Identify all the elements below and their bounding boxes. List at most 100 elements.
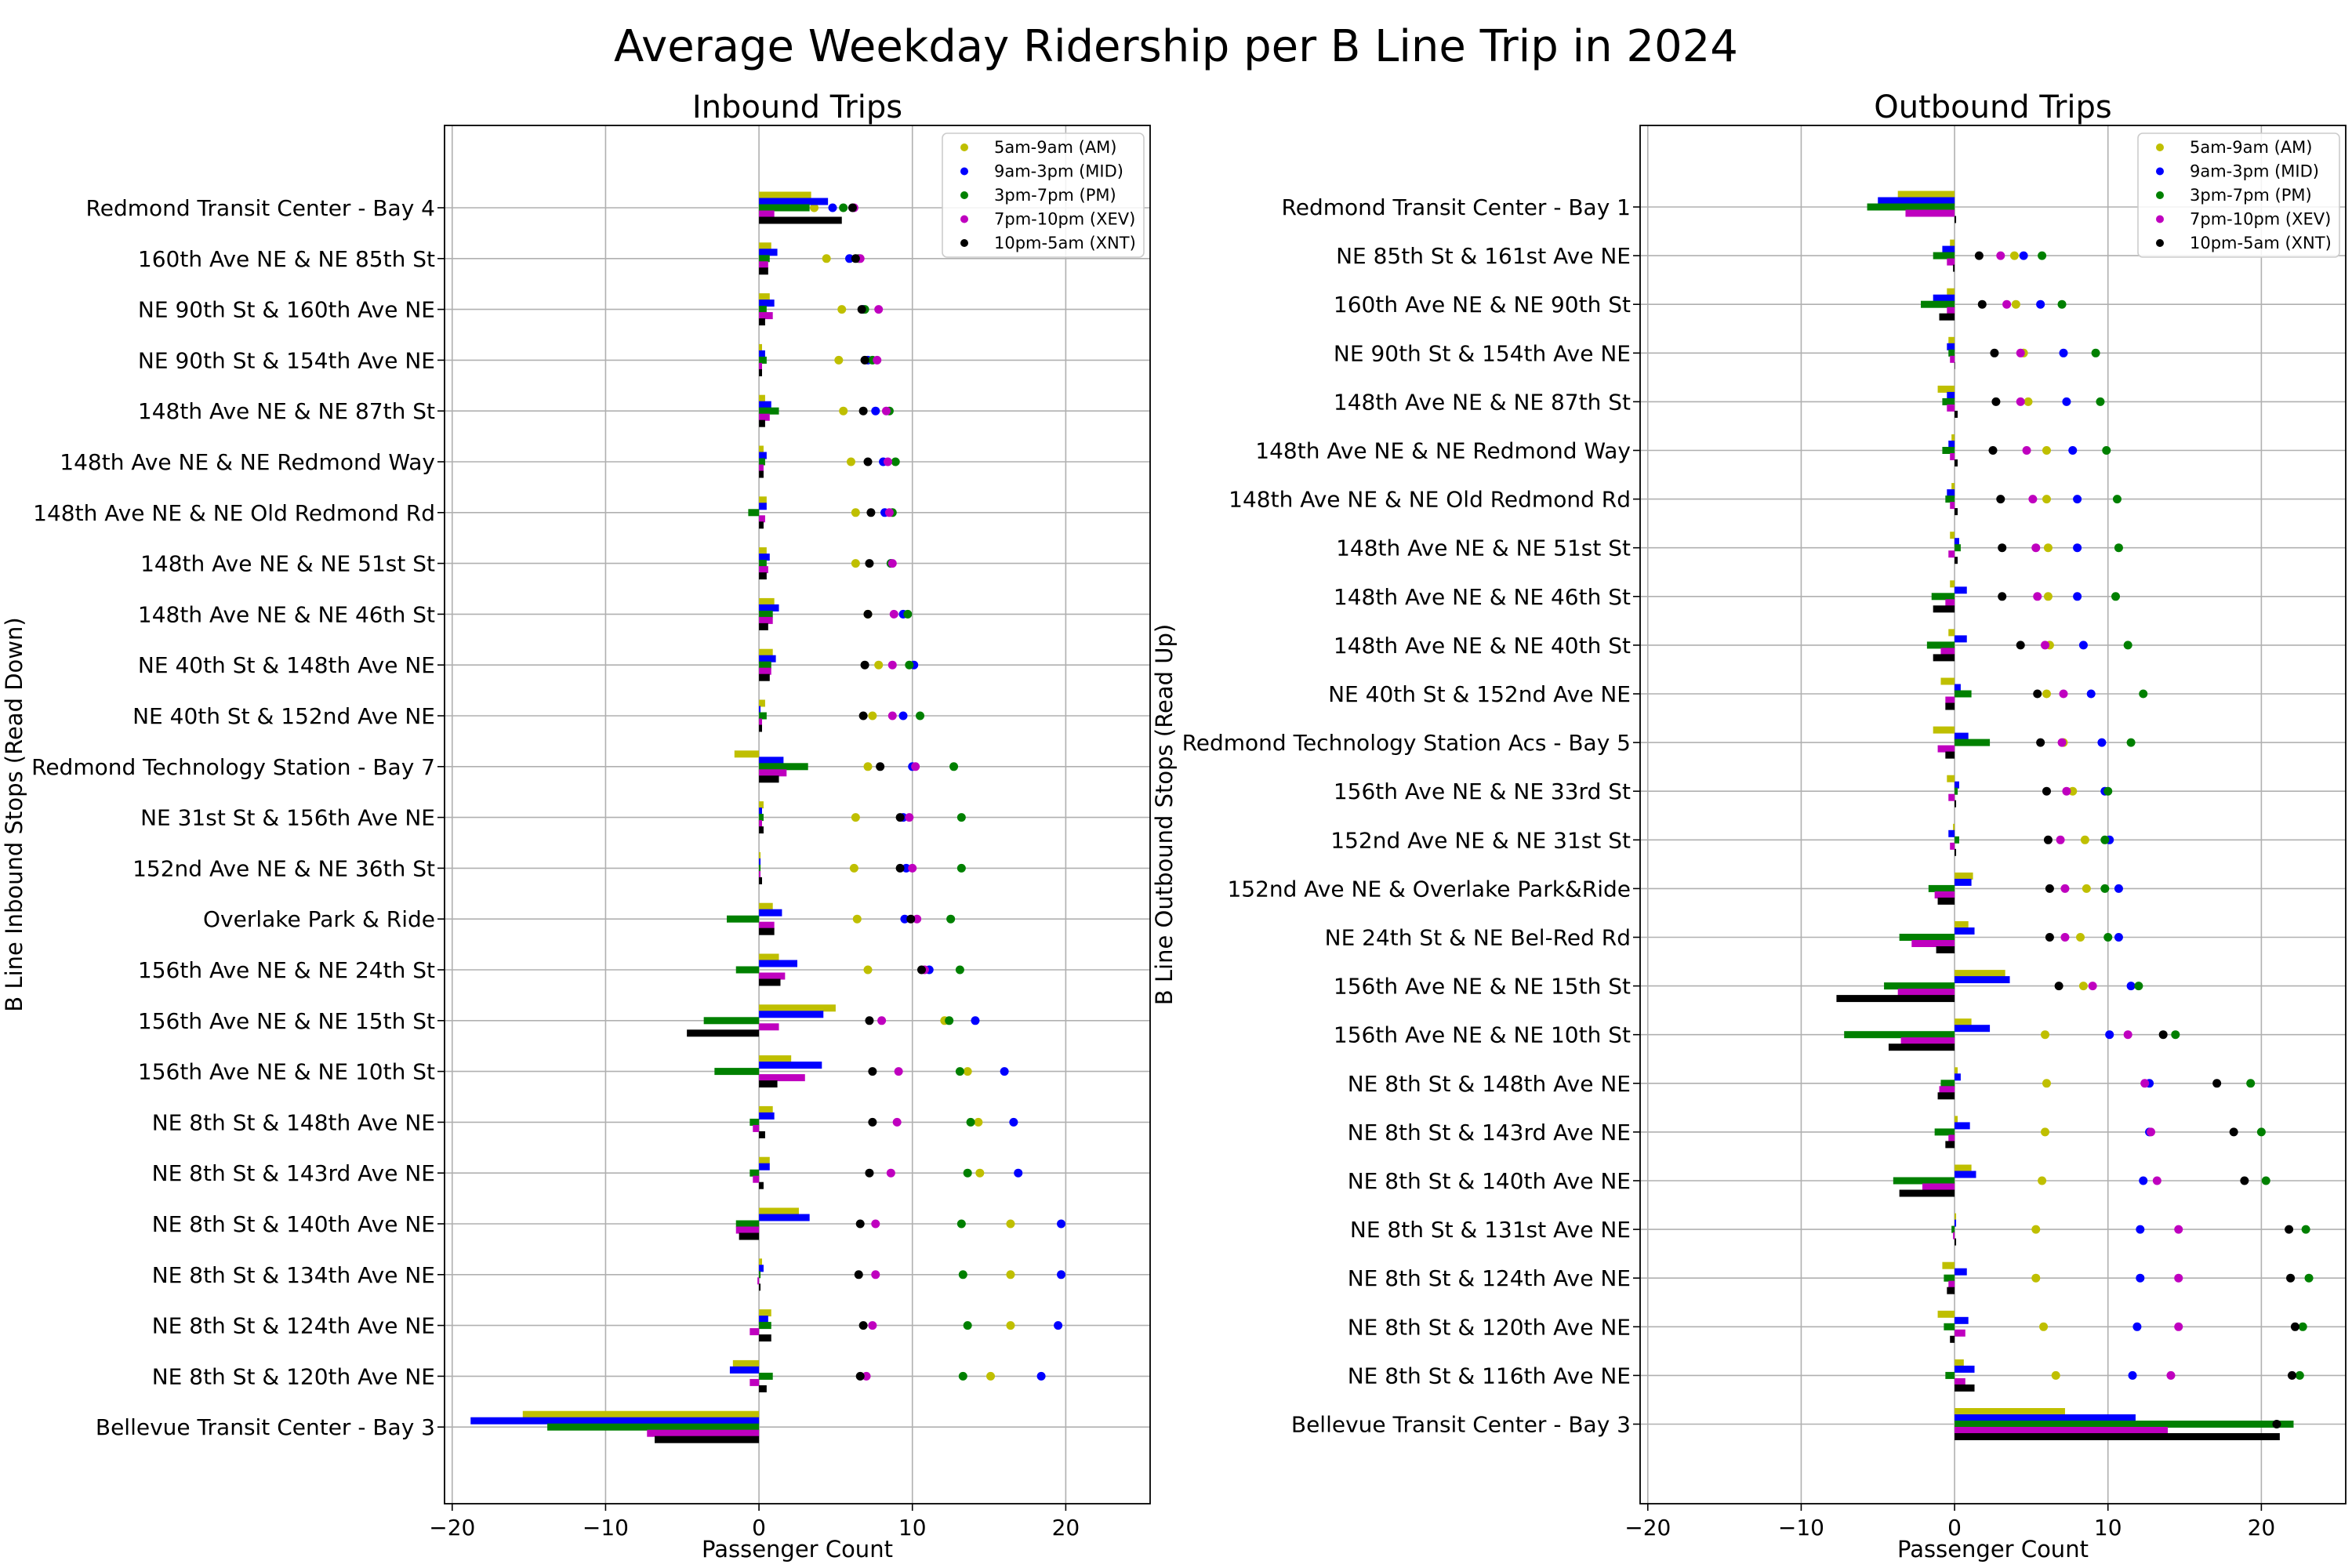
outbound-bar: [1955, 1116, 1958, 1123]
outbound-bar: [1899, 1189, 1955, 1197]
inbound-point: [828, 203, 837, 212]
inbound-legend-marker: [960, 239, 968, 247]
outbound-point: [1988, 446, 1998, 455]
outbound-axes-frame: [1639, 125, 2347, 1504]
outbound-stop-label: NE 90th St & 154th Ave NE: [1334, 340, 1631, 366]
outbound-bar: [1893, 1177, 1955, 1185]
outbound-bar: [1948, 629, 1955, 637]
outbound-point: [2080, 835, 2089, 844]
inbound-bar: [759, 1156, 770, 1164]
outbound-point: [2024, 397, 2033, 406]
outbound-legend-marker: [2156, 143, 2164, 151]
inbound-bar: [753, 1175, 760, 1183]
outbound-bar: [1955, 216, 1957, 223]
inbound-bar: [759, 566, 768, 574]
inbound-bar: [759, 622, 768, 630]
outbound-point: [2295, 1370, 2304, 1380]
outbound-bar: [1942, 447, 1955, 454]
outbound-bar: [1947, 775, 1955, 782]
inbound-bar: [759, 1265, 764, 1272]
inbound-bar: [759, 267, 768, 275]
outbound-point: [2102, 446, 2111, 455]
inbound-bar: [759, 718, 762, 726]
outbound-stop-label: Bellevue Transit Center - Bay 3: [1291, 1412, 1631, 1438]
outbound-bar: [1836, 995, 1955, 1003]
inbound-bar: [759, 1271, 761, 1279]
inbound-point: [871, 1270, 880, 1279]
inbound-bar: [759, 953, 779, 961]
inbound-bar: [759, 318, 765, 326]
inbound-bar: [759, 242, 771, 250]
inbound-bar: [759, 814, 764, 822]
inbound-point: [903, 609, 913, 619]
inbound-bar: [759, 1163, 770, 1171]
outbound-bar: [1955, 836, 1959, 844]
outbound-bar: [1955, 1359, 1964, 1367]
outbound-point: [2076, 933, 2085, 942]
inbound-point: [851, 254, 860, 263]
inbound-point: [916, 965, 926, 975]
outbound-bar: [1948, 793, 1955, 801]
inbound-stop-label: Overlake Park & Ride: [203, 906, 435, 932]
outbound-point: [2031, 1273, 2041, 1283]
outbound-bar: [1955, 800, 1957, 808]
outbound-bar: [1928, 884, 1955, 892]
outbound-point: [1996, 495, 2005, 504]
inbound-bar: [687, 1029, 760, 1037]
outbound-bar: [1955, 739, 1991, 746]
outbound-xtick-label: 20: [2248, 1515, 2276, 1541]
inbound-bar: [759, 616, 773, 624]
inbound-point: [848, 203, 857, 212]
outbound-point: [2045, 933, 2054, 942]
inbound-bar: [759, 960, 797, 967]
inbound-point: [877, 1016, 887, 1025]
outbound-bar: [1955, 872, 1973, 880]
inbound-bar: [759, 826, 764, 834]
outbound-point: [2126, 738, 2136, 747]
inbound-legend-label: 7pm-10pm (XEV): [994, 210, 1135, 229]
inbound-bar: [759, 554, 770, 561]
inbound-point: [1006, 1270, 1015, 1279]
inbound-point: [837, 305, 847, 314]
outbound-bar: [1953, 1232, 1955, 1240]
outbound-bar: [1955, 1238, 1957, 1246]
outbound-point: [2212, 1079, 2222, 1088]
inbound-point: [955, 965, 964, 975]
inbound-point: [1054, 1321, 1063, 1330]
outbound-bar: [1955, 1365, 1975, 1373]
inbound-point: [851, 813, 860, 822]
outbound-bar: [1955, 1316, 1969, 1324]
outbound-bar: [1955, 557, 1958, 564]
outbound-point: [2246, 1079, 2256, 1088]
inbound-bar: [759, 1385, 767, 1392]
outbound-bar: [1955, 1421, 2294, 1428]
inbound-point: [886, 1168, 895, 1178]
outbound-bar: [1955, 976, 2010, 984]
inbound-xtick-label: −20: [429, 1515, 475, 1541]
inbound-bar: [759, 769, 787, 777]
inbound-stop-label: 148th Ave NE & NE 51st St: [140, 551, 435, 577]
inbound-bar: [750, 1118, 760, 1126]
outbound-bar: [1947, 343, 1955, 350]
inbound-xtick-label: 10: [898, 1515, 927, 1541]
outbound-bar: [1933, 654, 1955, 662]
inbound-point: [958, 1371, 967, 1381]
inbound-point: [868, 1117, 877, 1127]
inbound-bar: [759, 1011, 824, 1018]
outbound-bar: [1884, 982, 1955, 990]
inbound-bar: [759, 655, 776, 662]
outbound-point: [2100, 884, 2110, 893]
outbound-bar: [1950, 355, 1955, 363]
outbound-stop-label: Redmond Transit Center - Bay 1: [1282, 194, 1631, 220]
outbound-bar: [1942, 1261, 1955, 1269]
outbound-point: [2036, 299, 2045, 309]
inbound-bar: [759, 521, 764, 529]
inbound-xtick-label: −10: [583, 1515, 629, 1541]
outbound-point: [2041, 1030, 2050, 1040]
inbound-stop-label: NE 8th St & 140th Ave NE: [152, 1211, 435, 1237]
outbound-point: [1990, 348, 1999, 358]
inbound-bar: [714, 1068, 760, 1076]
outbound-stop-label: 148th Ave NE & NE Redmond Way: [1255, 438, 1631, 464]
outbound-point: [2272, 1420, 2281, 1428]
